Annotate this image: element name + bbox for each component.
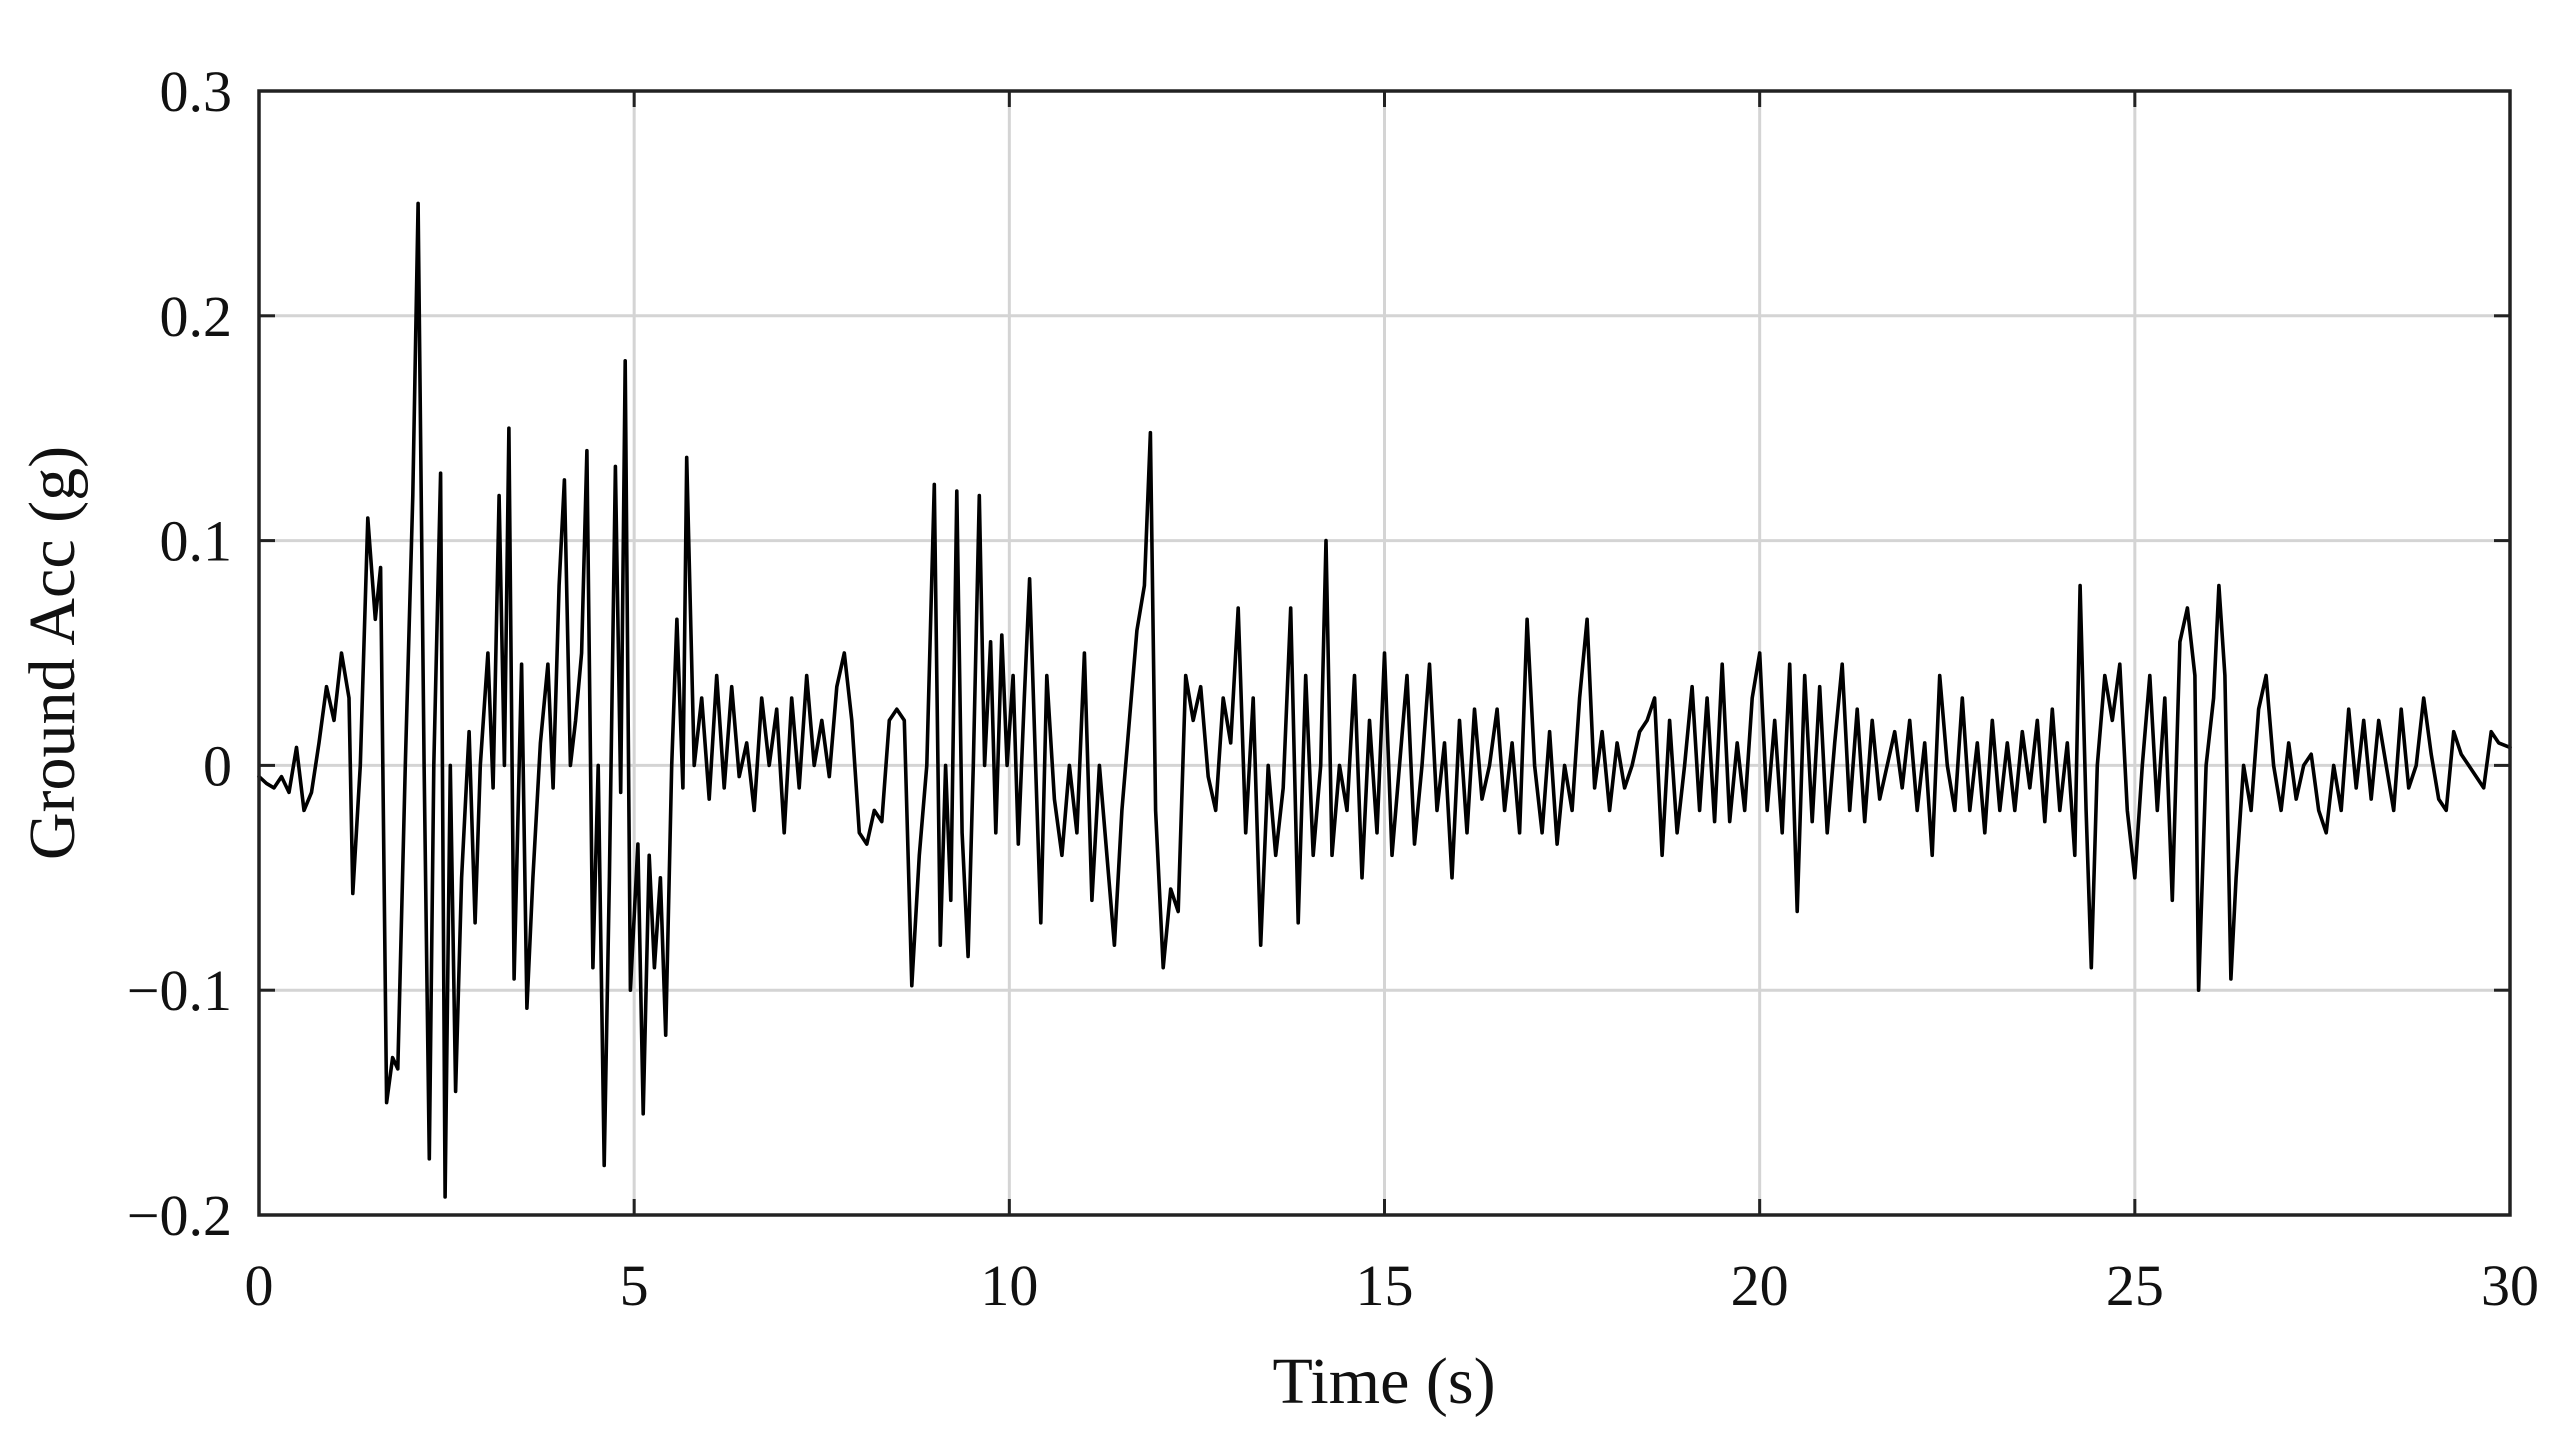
x-tick-label: 15 [1356, 1253, 1414, 1318]
x-tick-label: 20 [1731, 1253, 1789, 1318]
x-tick-label: 5 [620, 1253, 649, 1318]
y-tick-label: −0.2 [127, 1183, 232, 1248]
series-layer [257, 201, 2512, 1199]
x-tick-label: 10 [980, 1253, 1038, 1318]
y-tick-label: 0.1 [160, 509, 233, 574]
x-tick-label: 30 [2481, 1253, 2539, 1318]
y-tick-label: 0.2 [160, 284, 233, 349]
y-tick-label: −0.1 [127, 958, 232, 1023]
y-tick-labels: −0.2 −0.1 0 0.1 0.2 0.3 [127, 59, 232, 1248]
x-tick-label: 25 [2106, 1253, 2164, 1318]
tick-marks [257, 89, 2512, 1217]
y-axis-label: Ground Acc (g) [16, 446, 89, 860]
x-axis-label: Time (s) [1272, 1345, 1495, 1418]
x-tick-labels: 0 5 10 15 20 25 30 [245, 1253, 2540, 1318]
x-tick-label: 0 [245, 1253, 274, 1318]
y-tick-label: 0.3 [160, 59, 233, 124]
y-tick-label: 0 [203, 733, 232, 798]
series-line-0 [257, 201, 2512, 1199]
